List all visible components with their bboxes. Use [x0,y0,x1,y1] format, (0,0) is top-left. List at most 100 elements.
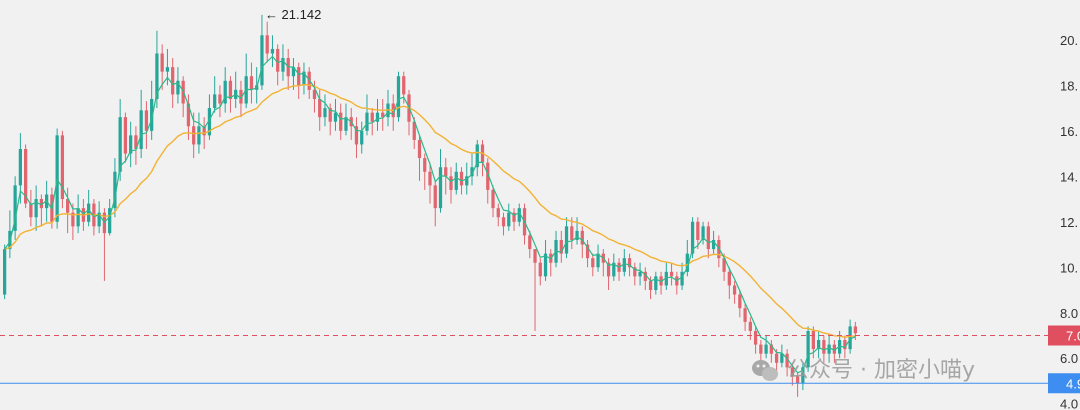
candle [659,271,663,295]
y-tick-label: 20. [1060,33,1078,48]
candle [617,258,621,281]
candle [281,44,285,81]
candle [433,180,437,227]
candle [375,98,380,131]
candle-body [344,117,348,131]
candle [606,258,611,291]
candle-body [837,340,842,354]
candle-body [669,271,674,277]
candle [732,280,737,304]
candle-body [753,330,758,345]
candle [428,162,432,204]
candle-body [591,258,595,268]
candle-body [302,71,306,86]
candle-body [491,189,495,209]
candle-body [34,199,38,218]
candle-body [60,135,65,200]
candle [207,94,212,140]
candle [318,89,322,131]
candle-body [764,344,768,354]
candle [470,153,474,186]
candle [806,326,810,372]
y-tick-label: 6.0 [1060,351,1078,366]
candle-body [433,185,437,209]
candle [87,189,91,227]
candle [596,244,600,272]
candle-body [239,89,243,104]
y-tick-label: 4.0 [1060,397,1078,410]
candle [475,139,479,177]
candle-body [365,112,369,131]
candle-body [543,253,548,277]
candle [795,371,800,397]
candle [769,340,773,363]
candle [533,249,537,331]
candle [601,249,605,277]
candle [139,89,143,159]
candle-body [354,126,359,145]
candle [381,98,385,131]
price-badge-label: 4.9 [1066,376,1080,391]
candle [286,48,290,90]
candle-body [39,199,44,209]
candle [423,153,427,190]
candle-body [118,117,122,172]
candle-body [654,276,658,291]
candle-body [192,126,196,145]
candle [92,199,96,236]
candle [764,335,768,359]
candle [297,62,301,99]
candle-body [722,258,726,272]
y-tick-label: 10. [1060,260,1078,275]
candle [496,203,500,227]
candle [696,217,700,250]
candle-body [108,208,112,234]
candle [234,71,238,109]
candle-body [55,135,59,222]
y-tick-label: 16. [1060,124,1078,139]
candle-body [123,117,128,154]
candle [302,62,306,95]
candle [575,217,579,245]
candle-body [265,35,269,54]
candle [643,267,647,291]
high-annotation: ← 21.142 [265,7,321,22]
ma-slow-line [4,83,856,339]
candle-body [769,344,773,354]
candle [480,139,485,177]
candle [176,67,180,104]
candle [785,349,789,377]
candle [822,335,826,363]
candle-body [97,212,101,227]
candle [549,249,553,277]
candle [633,262,637,286]
candle [365,94,369,136]
candle-body [528,235,532,250]
candle [517,203,521,227]
candle [71,203,75,240]
candle-body [564,226,569,254]
y-axis: 20. 18. 16. 14. 12. 10. 8.0 6.0 4.0 [1060,33,1078,410]
candle [13,176,17,240]
candle-body [312,89,317,99]
candle-body [643,271,647,281]
candle-body [507,212,511,227]
candle [29,189,33,227]
candle-body [627,258,632,268]
candle-body [459,171,464,186]
candle [743,303,747,331]
moving-averages-layer [4,55,856,374]
candle-body [213,94,217,109]
candle [354,117,359,159]
candle-body [622,258,626,272]
candle [265,21,269,63]
candle-body [360,130,364,145]
candle-body [664,271,668,286]
candle-body [512,212,516,222]
candle-body [774,353,779,363]
candle [60,130,65,209]
candle [123,112,128,163]
candle-body [612,262,616,277]
